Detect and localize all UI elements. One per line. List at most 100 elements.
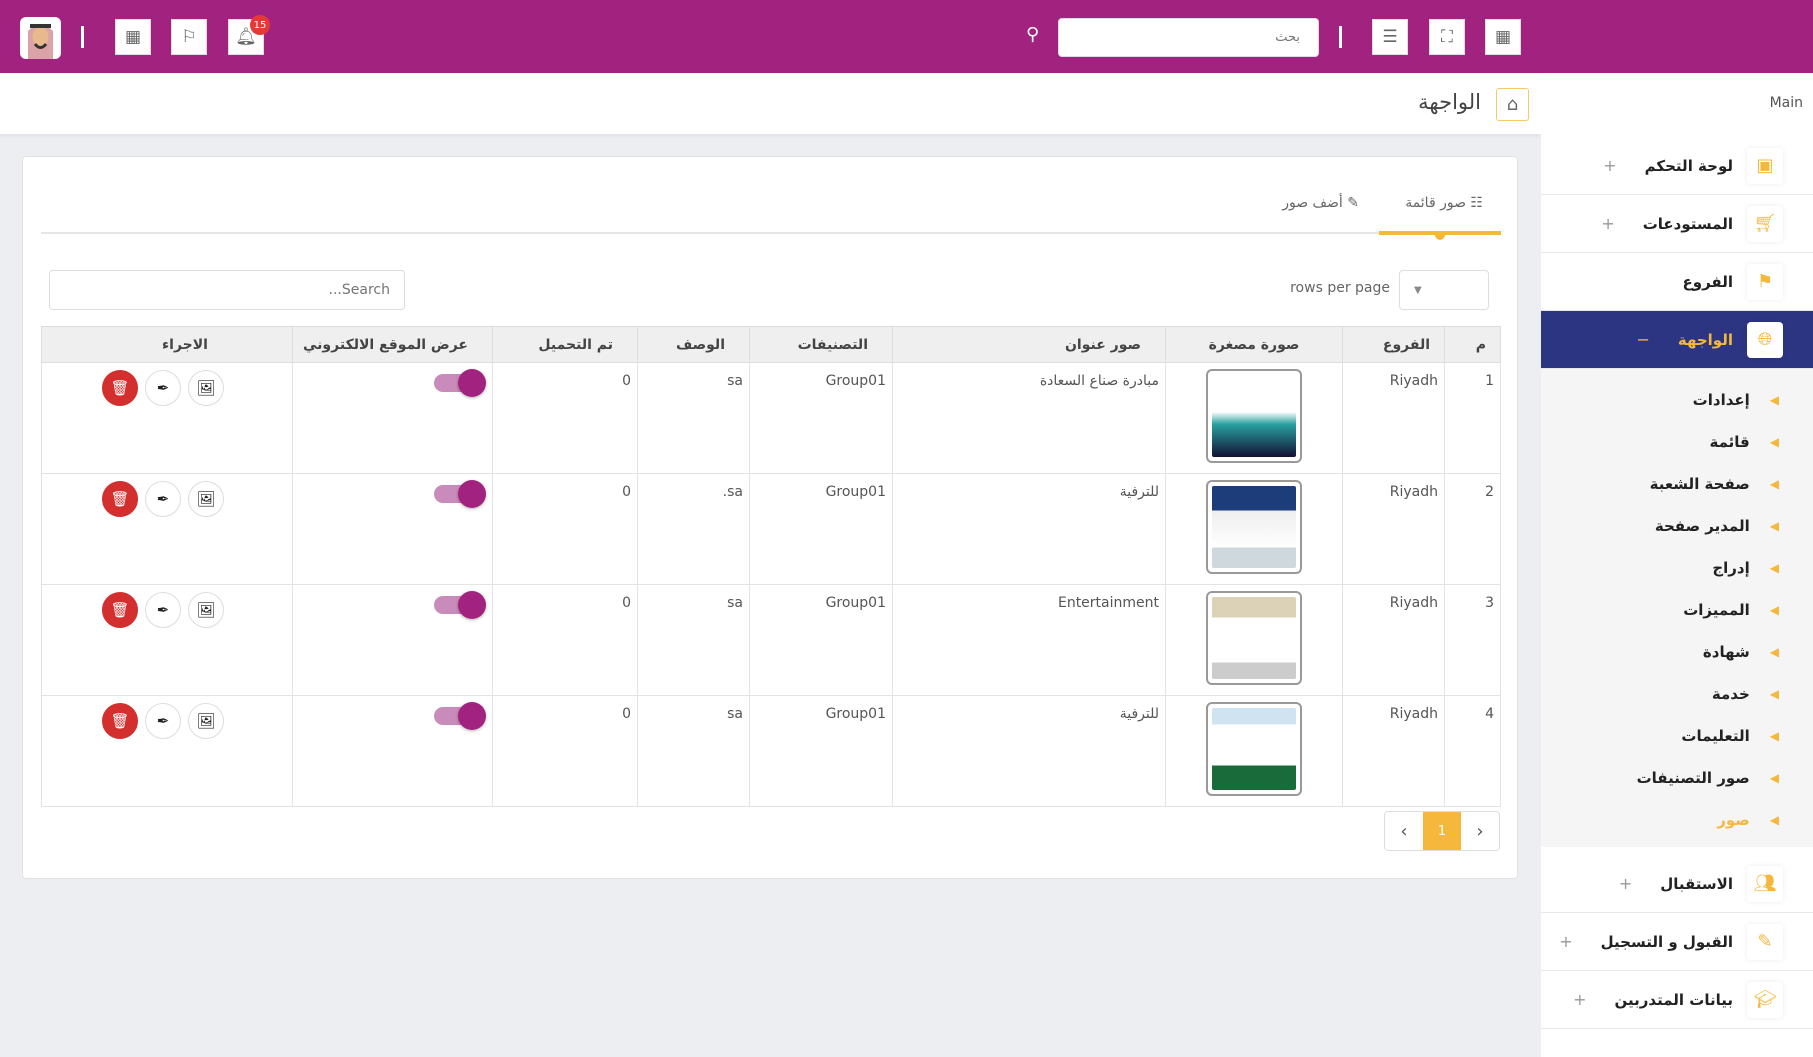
- cell-category: Group01: [749, 584, 893, 696]
- sidebar-section-label: Main: [1769, 95, 1803, 111]
- header-title: صور عنوان: [892, 326, 1166, 363]
- tabs: ☷ صور قائمة ✎ أضف صور: [41, 157, 1501, 240]
- search-icon[interactable]: ⚲: [1026, 24, 1040, 45]
- submenu-item[interactable]: ◀ إدراج: [1712, 559, 1779, 577]
- submenu-item[interactable]: ◀ خدمة: [1711, 685, 1779, 703]
- sidebar-item-trainees[interactable]: 🎓︎ بيانات المتدربين +: [1541, 971, 1813, 1029]
- edit-button[interactable]: ✒: [145, 592, 181, 628]
- website-visibility-toggle[interactable]: [434, 369, 486, 397]
- search-input[interactable]: [1058, 18, 1319, 57]
- header-uploaded: تم التحميل: [492, 326, 638, 363]
- apps-button[interactable]: ▦: [1485, 19, 1521, 55]
- cell-category: Group01: [749, 362, 893, 474]
- notification-badge: 15: [250, 15, 270, 35]
- signpost-icon: ⚑: [1747, 263, 1783, 300]
- cell-visible: [292, 695, 493, 807]
- tab-add-images[interactable]: ✎ أضف صور: [1282, 195, 1359, 211]
- table-row: 3 Riyadh Entertainment Group01 sa 0 🗑︎ ✒…: [41, 584, 1501, 696]
- thumbnail-image[interactable]: [1206, 591, 1302, 685]
- next-page-button[interactable]: ›: [1461, 812, 1499, 850]
- calendar-button[interactable]: ▦: [115, 19, 151, 55]
- breadcrumb: ⌂ الواجهة: [0, 73, 1541, 134]
- trash-icon: 🗑︎: [110, 490, 130, 508]
- cell-thumbnail: [1165, 695, 1343, 807]
- submenu-item[interactable]: ◀ صفحة الشعبة: [1649, 475, 1779, 493]
- thumbnail-image[interactable]: [1206, 369, 1302, 463]
- caret-icon: ◀: [1769, 435, 1779, 449]
- cell-category: Group01: [749, 695, 893, 807]
- flag-button[interactable]: ⚐: [171, 19, 207, 55]
- delete-button[interactable]: 🗑︎: [102, 481, 138, 517]
- gallery-button[interactable]: 🖼︎: [188, 592, 224, 628]
- header-actions: الاجراء: [41, 326, 293, 363]
- images-table: م الفروع صورة مصغرة صور عنوان التصنيفات …: [41, 326, 1501, 807]
- avatar[interactable]: [20, 17, 61, 59]
- list-icon: ☷: [1465, 195, 1483, 211]
- submenu-item[interactable]: ◀ صور التصنيفات: [1636, 769, 1779, 787]
- cell-branch: Riyadh: [1342, 584, 1445, 696]
- top-bar: ▦ ⚐ 🔔︎ 15 ⚲ ☰ ⛶ ▦: [0, 0, 1813, 73]
- cell-uploaded: 0: [492, 473, 638, 585]
- submenu-item[interactable]: ◀ شهادة: [1702, 643, 1779, 661]
- caret-icon: ◀: [1769, 687, 1779, 701]
- sidebar-item-frontend[interactable]: 🌐︎ الواجهة −: [1541, 311, 1813, 369]
- cell-uploaded: 0: [492, 362, 638, 474]
- prev-page-button[interactable]: ‹: [1385, 812, 1423, 850]
- submenu-item[interactable]: ◀ التعليمات: [1681, 727, 1779, 745]
- dashboard-icon: ▣: [1747, 147, 1783, 184]
- sidebar-item-branches[interactable]: ⚑ الفروع: [1541, 253, 1813, 311]
- sidebar: Main ▣ لوحة التحكم + 🛒︎ المستودعات + ⚑ الفروع…: [1541, 73, 1813, 1057]
- images-icon: 🖼︎: [196, 601, 216, 619]
- website-visibility-toggle[interactable]: [434, 480, 486, 508]
- delete-button[interactable]: 🗑︎: [102, 370, 138, 406]
- submenu-item[interactable]: ◀ قائمة: [1709, 433, 1779, 451]
- caret-icon: ◀: [1769, 813, 1779, 827]
- gallery-button[interactable]: 🖼︎: [188, 481, 224, 517]
- gallery-button[interactable]: 🖼︎: [188, 370, 224, 406]
- page-button-current[interactable]: 1: [1423, 812, 1461, 850]
- thumbnail-image[interactable]: [1206, 480, 1302, 574]
- submenu-item[interactable]: ◀ المدير صفحة: [1654, 517, 1779, 535]
- chevron-down-icon: ▼: [1414, 285, 1422, 296]
- sidebar-item-admission[interactable]: ✎ القبول و التسجيل +: [1541, 913, 1813, 971]
- thumbnail-image[interactable]: [1206, 702, 1302, 796]
- active-tab-indicator: [1379, 231, 1501, 235]
- submenu-item-images[interactable]: ◀ صور: [1717, 811, 1779, 829]
- trash-icon: 🗑︎: [110, 601, 130, 619]
- edit-button[interactable]: ✒: [145, 370, 181, 406]
- images-icon: 🖼︎: [196, 712, 216, 730]
- cell-description: sa: [637, 584, 750, 696]
- divider: [81, 26, 84, 48]
- delete-button[interactable]: 🗑︎: [102, 592, 138, 628]
- fullscreen-button[interactable]: ⛶: [1429, 19, 1465, 55]
- header-description: الوصف: [637, 326, 750, 363]
- cell-actions: 🗑︎ ✒ 🖼︎: [41, 584, 293, 696]
- cart-icon: 🛒︎: [1747, 205, 1783, 242]
- home-icon[interactable]: ⌂: [1496, 88, 1529, 121]
- edit-button[interactable]: ✒: [145, 703, 181, 739]
- sidebar-item-dashboard[interactable]: ▣ لوحة التحكم +: [1541, 137, 1813, 195]
- submenu-item[interactable]: ◀ إعدادات: [1692, 391, 1779, 409]
- tab-images-list[interactable]: ☷ صور قائمة: [1405, 195, 1483, 211]
- fullscreen-icon: ⛶: [1441, 27, 1453, 47]
- delete-button[interactable]: 🗑︎: [102, 703, 138, 739]
- caret-icon: ◀: [1769, 477, 1779, 491]
- sidebar-item-reception[interactable]: 👥︎ الاستقبال +: [1541, 855, 1813, 913]
- edit-icon: ✎: [1342, 195, 1359, 211]
- header-num: م: [1444, 326, 1501, 363]
- cell-title: مبادرة صناع السعادة: [892, 362, 1166, 474]
- cell-visible: [292, 362, 493, 474]
- menu-button[interactable]: ☰: [1372, 19, 1408, 55]
- website-visibility-toggle[interactable]: [434, 702, 486, 730]
- cell-actions: 🗑︎ ✒ 🖼︎: [41, 473, 293, 585]
- website-visibility-toggle[interactable]: [434, 591, 486, 619]
- sidebar-item-warehouses[interactable]: 🛒︎ المستودعات +: [1541, 195, 1813, 253]
- table-search-input[interactable]: [49, 270, 405, 310]
- caret-icon: ◀: [1769, 519, 1779, 533]
- submenu-item[interactable]: ◀ المميزات: [1683, 601, 1779, 619]
- rows-per-page-select[interactable]: ▼: [1399, 270, 1489, 310]
- pagination: ‹ 1 ›: [1384, 811, 1500, 851]
- edit-button[interactable]: ✒: [145, 481, 181, 517]
- menu-icon: ☰: [1382, 27, 1398, 47]
- gallery-button[interactable]: 🖼︎: [188, 703, 224, 739]
